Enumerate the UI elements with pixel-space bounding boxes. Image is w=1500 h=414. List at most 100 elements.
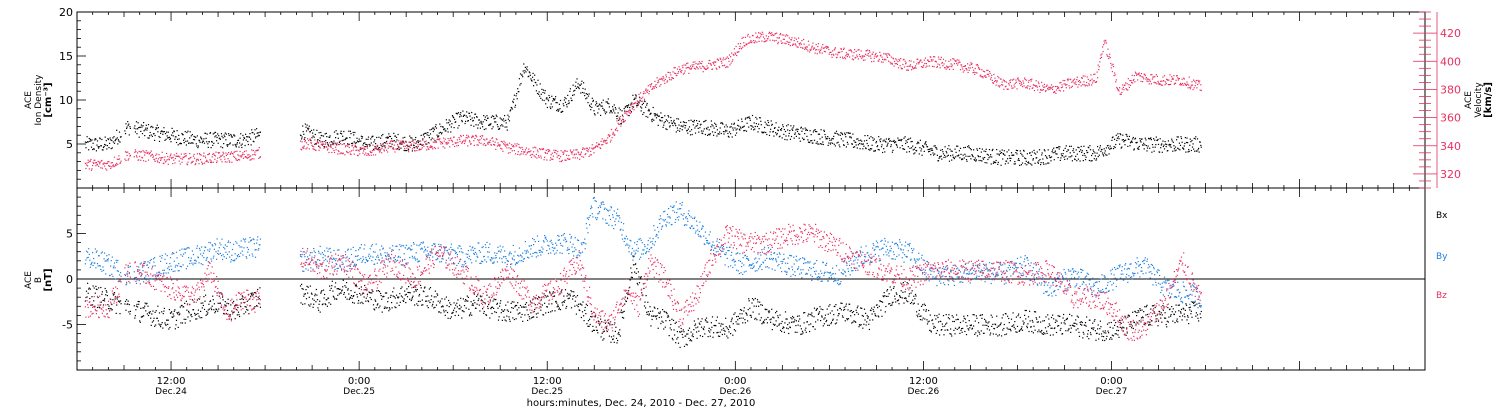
velocity-point xyxy=(945,60,946,61)
velocity-point xyxy=(923,66,924,67)
density-point xyxy=(919,153,920,154)
velocity-point xyxy=(487,142,488,143)
bx-point xyxy=(180,322,181,323)
density-point xyxy=(912,146,913,147)
velocity-point xyxy=(1150,74,1151,75)
velocity-point xyxy=(909,60,910,61)
density-point xyxy=(393,133,394,134)
velocity-point xyxy=(379,151,380,152)
density-point xyxy=(1015,163,1016,164)
density-point xyxy=(907,139,908,140)
density-point xyxy=(1124,140,1125,141)
velocity-point xyxy=(958,60,959,61)
density-point xyxy=(319,140,320,141)
velocity-point xyxy=(216,162,217,163)
velocity-point xyxy=(1020,81,1021,82)
velocity-point xyxy=(798,47,799,48)
velocity-point xyxy=(750,42,751,43)
velocity-point xyxy=(438,147,439,148)
velocity-point xyxy=(795,45,796,46)
density-point xyxy=(973,156,974,157)
density-point xyxy=(458,125,459,126)
velocity-point xyxy=(674,73,675,74)
density-point xyxy=(678,118,679,119)
velocity-point xyxy=(1138,74,1139,75)
density-point xyxy=(1115,144,1116,145)
bx-point xyxy=(423,291,424,292)
velocity-point xyxy=(608,134,609,135)
bx-point xyxy=(167,324,168,325)
density-point xyxy=(753,127,754,128)
velocity-point xyxy=(1014,86,1015,87)
velocity-point xyxy=(881,57,882,58)
density-point xyxy=(685,127,686,128)
velocity-point xyxy=(376,149,377,150)
velocity-point xyxy=(571,152,572,153)
bx-point xyxy=(127,303,128,304)
velocity-point xyxy=(807,46,808,47)
velocity-point xyxy=(377,145,378,146)
velocity-point xyxy=(1063,80,1064,81)
density-point xyxy=(172,128,173,129)
density-point xyxy=(570,88,571,89)
velocity-point xyxy=(1165,84,1166,85)
velocity-point xyxy=(625,112,626,113)
velocity-point xyxy=(161,157,162,158)
bx-point xyxy=(191,314,192,315)
velocity-point xyxy=(463,140,464,141)
bx-point xyxy=(450,318,451,319)
velocity-point xyxy=(727,56,728,57)
velocity-point xyxy=(197,153,198,154)
velocity-point xyxy=(770,40,771,41)
velocity-point xyxy=(640,97,641,98)
velocity-point xyxy=(169,157,170,158)
bx-point xyxy=(89,298,90,299)
density-point xyxy=(841,133,842,134)
density-point xyxy=(794,134,795,135)
density-point xyxy=(1057,147,1058,148)
density-point xyxy=(372,136,373,137)
velocity-point xyxy=(95,162,96,163)
velocity-point xyxy=(409,142,410,143)
density-point xyxy=(947,148,948,149)
density-point xyxy=(1002,149,1003,150)
density-point xyxy=(1065,156,1066,157)
density-point xyxy=(1085,159,1086,160)
bx-point xyxy=(382,312,383,313)
bx-point xyxy=(199,299,200,300)
bx-point xyxy=(326,299,327,300)
velocity-point xyxy=(536,154,537,155)
velocity-point xyxy=(845,55,846,56)
bx-point xyxy=(258,303,259,304)
velocity-point xyxy=(657,77,658,78)
density-point xyxy=(878,149,879,150)
density-point xyxy=(1098,149,1099,150)
density-point xyxy=(169,137,170,138)
density-point xyxy=(918,143,919,144)
velocity-point xyxy=(1146,77,1147,78)
bx-point xyxy=(426,296,427,297)
velocity-point xyxy=(989,71,990,72)
bx-point xyxy=(313,304,314,305)
velocity-point xyxy=(510,152,511,153)
velocity-point xyxy=(902,64,903,65)
velocity-point xyxy=(671,79,672,80)
density-point xyxy=(1191,140,1192,141)
velocity-point xyxy=(304,146,305,147)
velocity-point xyxy=(687,63,688,64)
bx-point xyxy=(403,301,404,302)
bx-point xyxy=(418,295,419,296)
density-point xyxy=(576,78,577,79)
velocity-point xyxy=(167,156,168,157)
bx-point xyxy=(386,292,387,293)
velocity-point xyxy=(754,42,755,43)
velocity-point xyxy=(313,148,314,149)
velocity-point xyxy=(702,66,703,67)
density-point xyxy=(457,127,458,128)
velocity-point xyxy=(788,42,789,43)
velocity-point xyxy=(245,156,246,157)
density-point xyxy=(924,151,925,152)
density-point xyxy=(97,140,98,141)
bx-point xyxy=(186,310,187,311)
velocity-point xyxy=(994,81,995,82)
